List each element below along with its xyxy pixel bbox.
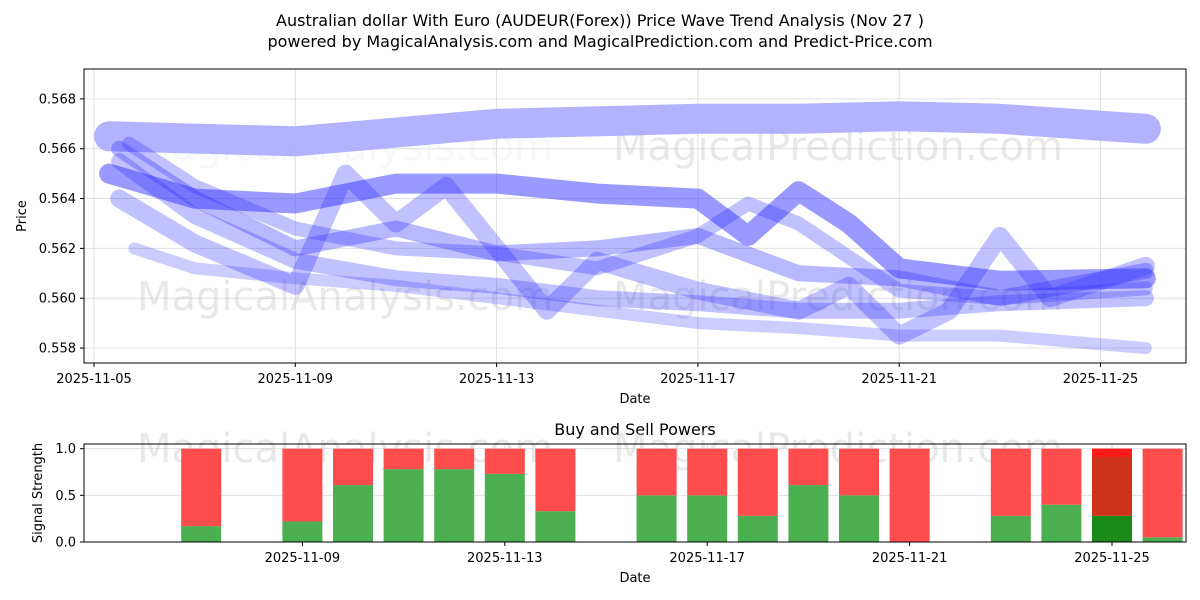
main-x-axis-label: Date [619,392,650,407]
wave-series [94,101,1161,355]
power-bars [181,448,1183,542]
wave-line-wave-2 [111,140,1154,307]
sell-power-bar [1041,448,1082,505]
main-y-tick-label: 0.560 [39,292,76,307]
sell-power-bar [282,448,323,522]
figure-subtitle: powered by MagicalAnalysis.com and Magic… [267,32,932,51]
sell-power-bar-top [1092,448,1132,457]
main-x-tick-label: 2025-11-09 [258,372,334,387]
power-chart-title: Buy and Sell Powers [554,420,716,439]
sell-power-bar [181,448,222,527]
power-x-axis-label: Date [619,571,650,586]
power-y-tick-label: 1.0 [55,442,76,457]
main-y-tick-label: 0.566 [39,142,76,157]
buy-power-bar [383,469,424,542]
main-y-tick-label: 0.564 [39,192,76,207]
power-y-axis-label: Signal Strength [31,443,46,543]
sell-power-bar [383,448,424,470]
buy-power-bar [990,515,1031,542]
wave-line-wave-main [99,163,1156,291]
buy-power-bar [181,526,222,542]
wave-line-wave-5 [122,136,1153,306]
power-x-axis: 2025-11-09 2025-11-13 2025-11-17 2025-11-21… [265,542,1150,566]
wave-line-wave-low [128,242,1152,355]
sell-power-bar [636,448,677,496]
main-plot-frame [83,68,1187,364]
buy-power-bar [737,515,778,542]
main-y-tick-label: 0.562 [39,242,76,257]
sell-power-bar [1092,448,1132,516]
watermark-text: MagicalAnalysis.com [137,274,553,320]
main-y-tick-label: 0.568 [39,92,76,107]
buy-power-bar [484,473,525,542]
power-y-axis: 0.0 0.5 1.0 [55,442,84,551]
wave-line-wave-4 [110,164,1155,345]
buy-power-bar [636,495,677,542]
buy-sell-power-chart: Buy and Sell Powers MagicalAnalysis.com … [31,420,1187,586]
buy-power-bar [788,485,829,542]
power-x-tick-label: 2025-11-09 [265,551,341,566]
main-x-tick-label: 2025-11-17 [660,372,736,387]
sell-power-bar [737,448,778,516]
main-y-tick-label: 0.558 [39,342,76,357]
main-x-tick-label: 2025-11-21 [861,372,937,387]
sell-power-bar [889,448,930,542]
main-y-axis: 0.558 0.560 0.562 0.564 0.566 0.568 [39,92,84,357]
buy-power-bar [1142,537,1183,542]
buy-power-bar [839,495,879,542]
power-x-tick-label: 2025-11-21 [872,551,948,566]
power-y-tick-label: 0.5 [55,489,76,504]
power-x-tick-label: 2025-11-13 [467,551,543,566]
buy-power-bar [1092,515,1132,542]
power-plot-frame [83,443,1187,543]
buy-power-bar [282,521,323,542]
sell-power-bar [434,448,475,470]
sell-power-bar [535,448,576,512]
buy-power-bar [1041,504,1082,542]
buy-power-bar [434,469,475,542]
sell-power-bar [788,448,829,486]
power-x-tick-label: 2025-11-17 [669,551,745,566]
main-x-tick-label: 2025-11-25 [1063,372,1139,387]
buy-power-bar [535,511,576,542]
figure-title: Australian dollar With Euro (AUDEUR(Fore… [276,11,924,30]
wave-line-wave-3 [111,153,1154,319]
sell-power-bar [484,448,525,474]
power-y-tick-label: 0.0 [55,536,76,551]
sell-power-bar [990,448,1031,516]
wave-line-wave-upper [94,101,1161,157]
price-wave-chart: MagicalAnalysis.com MagicalPrediction.co… [15,68,1187,407]
sell-power-bar [687,448,728,496]
main-x-tick-label: 2025-11-13 [459,372,535,387]
buy-power-bar [687,495,728,542]
sell-power-bar [1142,448,1183,538]
power-x-tick-label: 2025-11-25 [1074,551,1150,566]
main-x-axis: 2025-11-05 2025-11-09 2025-11-13 2025-11-17… [56,363,1138,387]
buy-power-bar [333,485,373,542]
sell-power-bar [333,448,373,486]
main-x-tick-label: 2025-11-05 [56,372,132,387]
main-y-axis-label: Price [15,200,30,232]
sell-power-bar [839,448,879,496]
